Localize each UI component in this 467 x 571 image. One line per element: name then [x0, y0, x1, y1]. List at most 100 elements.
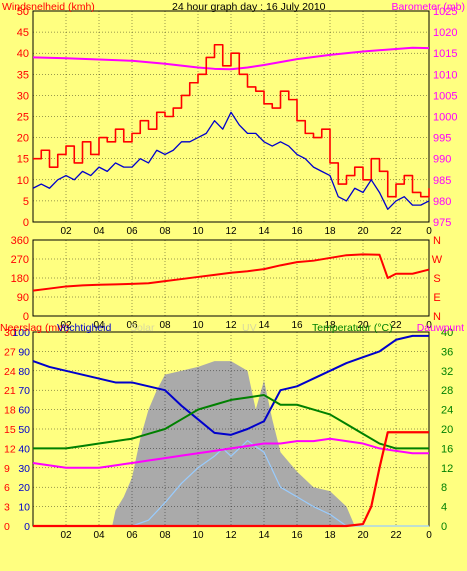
x-tick-label: 10	[192, 530, 204, 541]
wind-y-tick: 50	[17, 6, 29, 18]
wind-average-line	[32, 111, 430, 210]
x-tick-label: 20	[357, 226, 369, 237]
x-tick-label: 12	[225, 320, 237, 331]
grid-layer	[33, 11, 430, 526]
wind-y-tick: 10	[17, 175, 29, 187]
temperature-y-tick: 40	[441, 327, 453, 339]
x-tick-label: 0	[426, 226, 432, 237]
dewpoint-axis-label: Dauwpunt	[417, 322, 464, 334]
dewpoint-line	[32, 437, 429, 469]
temperature-y-tick: 32	[441, 366, 453, 378]
wind-axis-label: Windsnelheid (kmh)	[2, 1, 95, 13]
x-tick-label: 02	[60, 226, 72, 237]
rain-y-tick: 9	[4, 463, 10, 475]
barometer-y-tick: 1010	[433, 69, 457, 81]
wind-y-tick: 0	[23, 217, 29, 229]
temperature-line	[33, 394, 429, 450]
compass-y-tick: E	[433, 292, 440, 304]
rain-y-tick: 6	[4, 482, 10, 494]
barometer-y-tick: 1015	[433, 48, 457, 60]
x-tick-label: 04	[93, 530, 105, 541]
humidity-y-tick: 30	[18, 463, 30, 475]
x-tick-label: 08	[159, 530, 171, 541]
wind-y-tick: 30	[17, 90, 29, 102]
direction-y-tick: 90	[17, 292, 29, 304]
temperature-y-tick: 28	[441, 385, 453, 397]
x-tick-label: 04	[93, 320, 105, 331]
wind-y-tick: 45	[17, 27, 29, 39]
x-tick-label: 06	[126, 320, 138, 331]
humidity-y-tick: 60	[18, 405, 30, 417]
rain-y-tick: 21	[4, 385, 16, 397]
temperature-y-tick: 4	[441, 502, 447, 514]
barometer-y-tick: 975	[433, 217, 451, 229]
x-tick-label: 06	[126, 530, 138, 541]
temperature-axis-label: Temperatuur (°C)	[312, 322, 393, 334]
x-tick-label: 22	[390, 320, 402, 331]
humidity-line	[32, 334, 429, 436]
direction-y-tick: 360	[11, 235, 29, 247]
x-tick-label: 22	[390, 530, 402, 541]
x-tick-label: 10	[192, 320, 204, 331]
x-tick-label: 20	[357, 320, 369, 331]
x-tick-label: 16	[291, 530, 303, 541]
rain-y-tick: 0	[4, 521, 10, 533]
temperature-y-tick: 20	[441, 424, 453, 436]
x-tick-label: 02	[60, 530, 72, 541]
barometer-y-tick: 995	[433, 133, 451, 145]
compass-y-tick: N	[433, 235, 441, 247]
direction-y-tick: 180	[11, 273, 29, 285]
solar-axis-label: Solar	[130, 322, 155, 334]
wind-y-tick: 20	[17, 133, 29, 145]
barometer-y-tick: 990	[433, 154, 451, 166]
compass-y-tick: S	[433, 273, 440, 285]
temperature-y-tick: 36	[441, 346, 453, 358]
barometer-axis-label: Barometer (mb)	[391, 1, 465, 13]
temperature-y-tick: 24	[441, 405, 453, 417]
humidity-y-tick: 70	[18, 385, 30, 397]
barometer-y-tick: 985	[433, 175, 451, 187]
humidity-y-tick: 20	[18, 482, 30, 494]
wind-y-tick: 35	[17, 69, 29, 81]
rain-line	[33, 431, 429, 528]
temperature-y-tick: 0	[441, 521, 447, 533]
x-tick-label: 04	[93, 226, 105, 237]
wind-y-tick: 40	[17, 48, 29, 60]
humidity-y-tick: 10	[18, 502, 30, 514]
humidity-y-tick: 50	[18, 424, 30, 436]
x-tick-label: 12	[225, 226, 237, 237]
compass-y-tick: N	[433, 311, 441, 323]
x-tick-label: 14	[258, 320, 270, 331]
x-tick-label: 18	[324, 530, 336, 541]
humidity-axis-label: Vochtigheid	[57, 322, 111, 334]
wind-gust-line	[33, 43, 430, 198]
x-tick-label: 22	[390, 226, 402, 237]
wind-y-tick: 25	[17, 112, 29, 124]
x-tick-label: 08	[159, 226, 171, 237]
x-tick-label: 06	[126, 226, 138, 237]
humidity-y-tick: 80	[18, 366, 30, 378]
humidity-y-tick: 0	[24, 521, 30, 533]
rain-y-tick: 30	[4, 327, 16, 339]
temperature-y-tick: 16	[441, 443, 453, 455]
x-tick-label: 12	[225, 530, 237, 541]
rain-axis-label: Neerslag (mm)	[0, 322, 69, 334]
temperature-y-tick: 8	[441, 482, 447, 494]
series-layer	[32, 43, 430, 528]
barometer-y-tick: 1000	[433, 112, 457, 124]
x-tick-label: 02	[60, 320, 72, 331]
x-tick-label: 18	[324, 320, 336, 331]
x-tick-label: 14	[258, 226, 270, 237]
barometer-y-tick: 1025	[433, 6, 457, 18]
x-tick-label: 10	[192, 226, 204, 237]
tick-label-layer: 02 04 06 08 10 12 14 16 18 20 22 002 04 06 08 10 12 14 16 1…	[4, 6, 457, 541]
x-tick-label: 08	[159, 320, 171, 331]
rain-y-tick: 27	[4, 346, 16, 358]
chart-title: 24 hour graph day : 16 July 2010	[172, 1, 326, 13]
x-tick-label: 0	[426, 530, 432, 541]
wind-y-tick: 5	[23, 196, 29, 208]
rain-y-tick: 12	[4, 443, 16, 455]
wind-y-tick: 15	[17, 154, 29, 166]
